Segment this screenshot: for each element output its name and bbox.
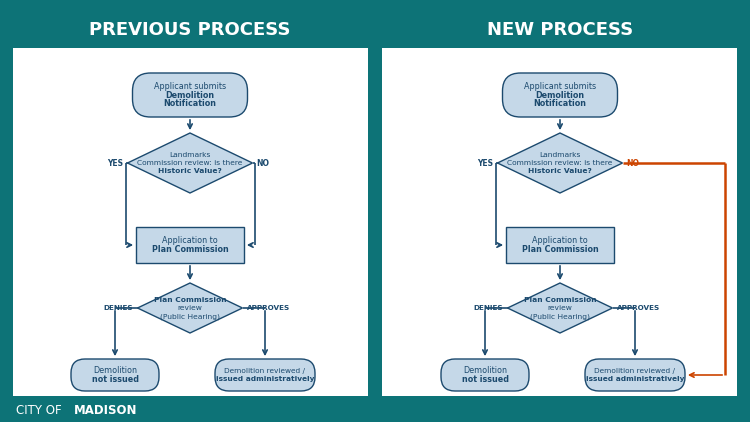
- Text: Commission review: is there: Commission review: is there: [507, 160, 613, 166]
- Text: Application to: Application to: [532, 236, 588, 245]
- Text: YES: YES: [107, 159, 124, 168]
- Text: NO: NO: [256, 159, 269, 168]
- Polygon shape: [137, 283, 242, 333]
- Text: Demolition: Demolition: [536, 90, 584, 100]
- Text: Landmarks: Landmarks: [539, 151, 580, 158]
- Text: NEW PROCESS: NEW PROCESS: [487, 21, 633, 39]
- Text: Demolition: Demolition: [463, 366, 507, 375]
- Text: YES: YES: [478, 159, 494, 168]
- FancyBboxPatch shape: [441, 359, 529, 391]
- FancyBboxPatch shape: [585, 359, 685, 391]
- Text: APPROVES: APPROVES: [247, 305, 290, 311]
- Text: Historic Value?: Historic Value?: [528, 168, 592, 174]
- Text: Demolition reviewed /: Demolition reviewed /: [595, 368, 676, 374]
- Text: issued administratively: issued administratively: [586, 376, 684, 382]
- Text: not issued: not issued: [461, 375, 509, 384]
- Text: Application to: Application to: [162, 236, 218, 245]
- Text: Commission review: is there: Commission review: is there: [137, 160, 243, 166]
- Text: issued administratively: issued administratively: [216, 376, 314, 382]
- Text: Plan Commission: Plan Commission: [154, 297, 226, 303]
- Text: review: review: [548, 305, 572, 311]
- FancyBboxPatch shape: [503, 73, 617, 117]
- Text: Plan Commission: Plan Commission: [152, 245, 228, 254]
- Text: NO: NO: [626, 159, 640, 168]
- Text: not issued: not issued: [92, 375, 139, 384]
- Text: Notification: Notification: [533, 100, 586, 108]
- Polygon shape: [508, 283, 613, 333]
- Text: Historic Value?: Historic Value?: [158, 168, 222, 174]
- Text: PREVIOUS PROCESS: PREVIOUS PROCESS: [89, 21, 291, 39]
- Text: DENIES: DENIES: [104, 305, 134, 311]
- FancyBboxPatch shape: [506, 227, 614, 263]
- FancyBboxPatch shape: [13, 48, 368, 396]
- FancyBboxPatch shape: [215, 359, 315, 391]
- Text: MADISON: MADISON: [74, 403, 137, 417]
- Text: CITY OF: CITY OF: [16, 403, 65, 417]
- Text: Notification: Notification: [164, 100, 217, 108]
- Text: Applicant submits: Applicant submits: [524, 81, 596, 90]
- Text: (Public Hearing): (Public Hearing): [160, 313, 220, 319]
- Text: Landmarks: Landmarks: [170, 151, 211, 158]
- Text: (Public Hearing): (Public Hearing): [530, 313, 590, 319]
- Text: Demolition reviewed /: Demolition reviewed /: [224, 368, 305, 374]
- Text: DENIES: DENIES: [474, 305, 503, 311]
- FancyBboxPatch shape: [136, 227, 244, 263]
- Text: Demolition: Demolition: [166, 90, 214, 100]
- Polygon shape: [128, 133, 253, 193]
- Text: Demolition: Demolition: [93, 366, 137, 375]
- Text: Plan Commission: Plan Commission: [524, 297, 596, 303]
- FancyBboxPatch shape: [133, 73, 248, 117]
- FancyBboxPatch shape: [71, 359, 159, 391]
- Text: Plan Commission: Plan Commission: [522, 245, 599, 254]
- Polygon shape: [497, 133, 622, 193]
- Text: APPROVES: APPROVES: [616, 305, 660, 311]
- Text: Applicant submits: Applicant submits: [154, 81, 226, 90]
- Text: review: review: [178, 305, 203, 311]
- FancyBboxPatch shape: [382, 48, 737, 396]
